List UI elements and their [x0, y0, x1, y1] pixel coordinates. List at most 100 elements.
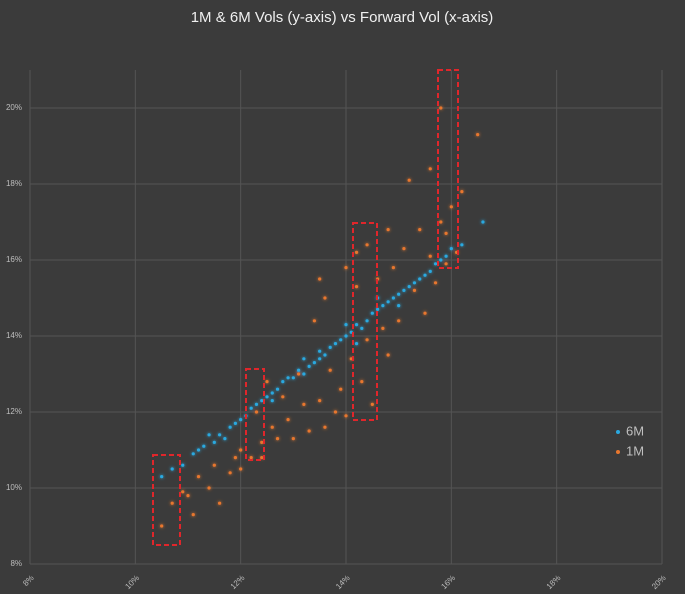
x-tick-label: 20%	[650, 573, 668, 591]
point	[433, 281, 438, 285]
point	[228, 471, 232, 475]
point	[412, 281, 417, 285]
point	[275, 387, 280, 391]
point	[439, 258, 443, 262]
point	[297, 372, 301, 376]
point	[249, 406, 253, 410]
point	[186, 494, 190, 498]
point	[233, 456, 237, 460]
point	[418, 277, 422, 281]
point	[239, 448, 243, 452]
point	[344, 266, 348, 270]
point	[386, 228, 390, 232]
y-tick-label: 8%	[10, 559, 22, 568]
point	[328, 368, 332, 372]
point	[365, 338, 369, 342]
chart-title: 1M & 6M Vols (y-axis) vs Forward Vol (x-…	[191, 9, 494, 26]
point	[318, 399, 322, 403]
point	[476, 133, 480, 137]
point	[354, 342, 359, 346]
point	[218, 501, 222, 505]
legend-label: 6M	[626, 423, 644, 438]
point	[323, 296, 327, 300]
point	[302, 372, 306, 376]
point	[365, 243, 369, 247]
point	[270, 425, 274, 429]
point	[254, 402, 259, 406]
legend-marker	[616, 430, 620, 434]
legend-marker	[616, 450, 620, 454]
point	[354, 285, 359, 289]
point	[323, 425, 327, 429]
point	[481, 220, 485, 224]
y-tick-label: 16%	[6, 255, 22, 264]
x-tick-label: 10%	[123, 573, 141, 591]
point	[281, 395, 285, 399]
x-tick-label: 18%	[545, 573, 563, 591]
point	[428, 254, 432, 258]
point	[302, 357, 306, 361]
point	[323, 353, 327, 357]
y-tick-label: 20%	[6, 103, 22, 112]
point	[354, 250, 359, 254]
point	[339, 338, 343, 342]
point	[302, 402, 306, 406]
x-tick-label: 16%	[439, 573, 457, 591]
point	[365, 319, 369, 323]
point	[370, 311, 374, 315]
point	[191, 452, 195, 456]
point	[391, 266, 395, 270]
point	[339, 387, 343, 391]
point	[328, 345, 332, 349]
point	[181, 490, 185, 494]
point	[439, 106, 443, 110]
point	[360, 326, 364, 330]
y-tick-label: 14%	[6, 331, 22, 340]
point	[202, 444, 206, 448]
point	[212, 440, 216, 444]
point	[212, 463, 216, 467]
point	[228, 425, 232, 429]
y-tick-label: 18%	[6, 179, 22, 188]
highlight-box	[245, 368, 265, 461]
point	[270, 391, 274, 395]
point	[449, 205, 453, 209]
point	[307, 429, 311, 433]
point	[397, 292, 401, 296]
y-tick-label: 10%	[6, 483, 22, 492]
point	[239, 418, 243, 422]
point	[386, 353, 390, 357]
point	[318, 349, 322, 353]
point	[407, 285, 411, 289]
point	[312, 319, 316, 323]
point	[307, 364, 311, 368]
x-tick-label: 8%	[21, 573, 36, 588]
point	[207, 486, 211, 490]
point	[270, 399, 274, 403]
point	[370, 402, 374, 406]
point	[170, 501, 174, 505]
point	[254, 410, 259, 414]
point	[360, 380, 364, 384]
point	[239, 467, 243, 471]
point	[286, 418, 290, 422]
point	[428, 167, 432, 171]
point	[423, 311, 427, 315]
x-tick-label: 14%	[334, 573, 352, 591]
point	[318, 357, 322, 361]
point	[402, 288, 406, 292]
point	[318, 277, 322, 281]
point	[344, 334, 348, 338]
point	[249, 456, 253, 460]
point	[160, 524, 164, 528]
point	[196, 475, 201, 479]
point	[412, 288, 417, 292]
point	[381, 326, 385, 330]
point	[196, 448, 201, 452]
point	[386, 300, 390, 304]
point	[439, 220, 443, 224]
point	[344, 414, 348, 418]
point	[376, 307, 380, 311]
point	[397, 304, 401, 308]
point	[207, 433, 211, 437]
